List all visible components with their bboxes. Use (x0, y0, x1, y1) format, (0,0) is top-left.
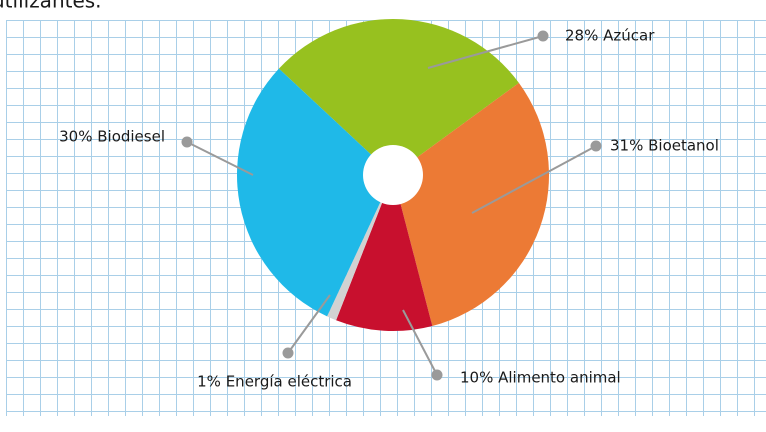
leader-dot (537, 30, 549, 42)
pie-slice (278, 19, 519, 175)
pie-slice (336, 175, 433, 331)
slice-label: 30% Biodiesel (59, 128, 165, 146)
slice-label: 31% Bioetanol (610, 137, 719, 155)
leader-line (186, 141, 254, 176)
leader-dot (431, 369, 443, 381)
pie-slice (327, 175, 393, 321)
donut-hole (363, 145, 423, 205)
leader-line (427, 35, 544, 69)
subtitle: utilizantes. (0, 0, 102, 13)
pie-slice (237, 68, 393, 317)
pie-slice (393, 82, 549, 326)
slice-label: 1% Energía eléctrica (197, 373, 352, 391)
leader-dot (282, 347, 294, 359)
leader-dot (181, 136, 193, 148)
slice-label: 28% Azúcar (565, 27, 655, 45)
leader-line (287, 294, 331, 354)
slice-label: 10% Alimento animal (460, 369, 621, 387)
leader-line (402, 309, 438, 376)
leader-dot (590, 140, 602, 152)
leader-line (471, 145, 597, 214)
